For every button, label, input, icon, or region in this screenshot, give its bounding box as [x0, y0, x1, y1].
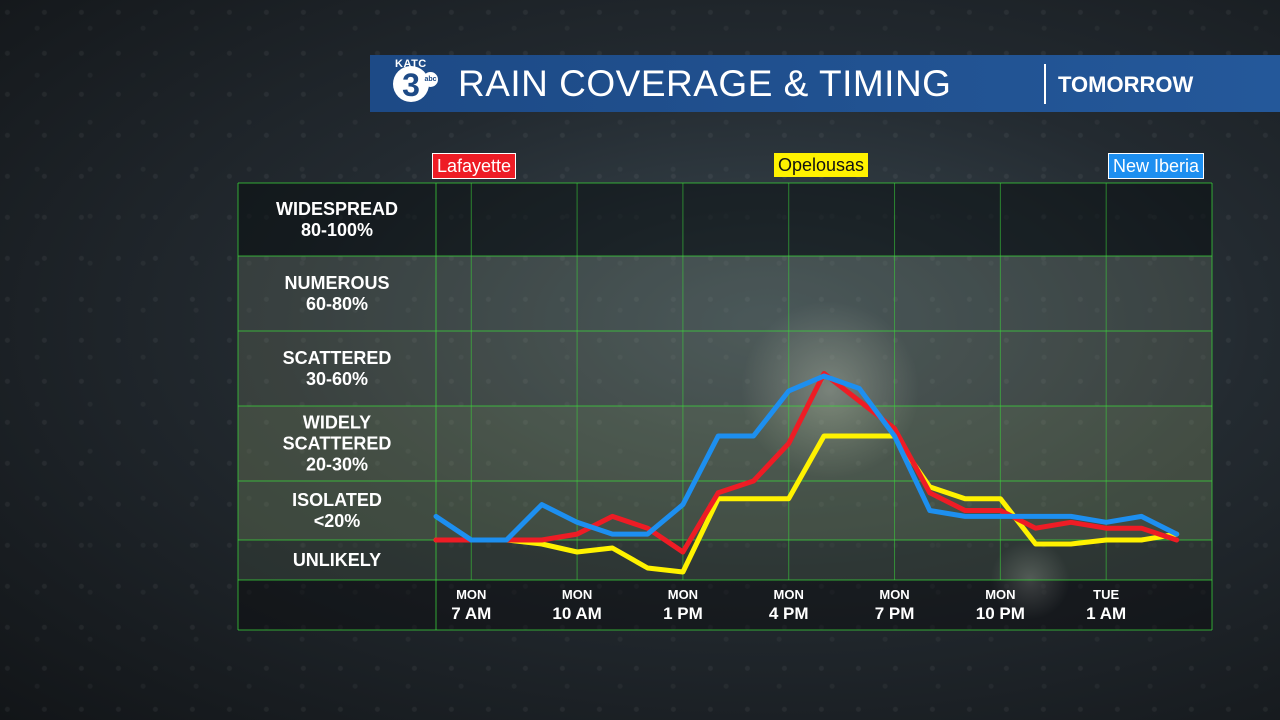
x-tick-day: MON — [668, 587, 698, 602]
series-line-opelousas — [433, 433, 1180, 575]
series-line-lafayette — [433, 371, 1180, 555]
x-tick-time: 10 PM — [976, 604, 1025, 623]
title-banner — [370, 55, 1280, 112]
y-category-label: <20% — [314, 511, 361, 531]
y-category-label: WIDELY — [303, 413, 371, 433]
y-category-label: UNLIKELY — [293, 550, 381, 570]
x-axis-band — [238, 580, 1212, 630]
logo-number: 3 — [393, 66, 429, 103]
category-band — [238, 540, 1212, 580]
y-category-label: SCATTERED — [283, 348, 392, 368]
y-category-label: 60-80% — [306, 294, 368, 314]
x-tick-time: 1 PM — [663, 604, 703, 623]
legend-lafayette: Lafayette — [432, 153, 517, 179]
x-tick-day: TUE — [1093, 587, 1119, 602]
x-tick-time: 10 AM — [552, 604, 601, 623]
y-category-label: WIDESPREAD — [276, 199, 398, 219]
y-category-label: 20-30% — [306, 455, 368, 475]
x-tick-day: MON — [562, 587, 592, 602]
x-tick-day: MON — [879, 587, 909, 602]
x-tick-time: 4 PM — [769, 604, 809, 623]
x-tick-time: 7 PM — [875, 604, 915, 623]
station-logo: KATC 3 abc — [393, 58, 443, 108]
category-band — [238, 183, 1212, 256]
title-divider — [1044, 64, 1046, 104]
y-category-label: SCATTERED — [283, 434, 392, 454]
x-tick-day: MON — [774, 587, 804, 602]
page-title: RAIN COVERAGE & TIMING — [458, 63, 952, 104]
category-band — [238, 406, 1212, 481]
x-tick-day: MON — [985, 587, 1015, 602]
category-band — [238, 256, 1212, 331]
category-band — [238, 331, 1212, 406]
x-tick-time: 1 AM — [1086, 604, 1126, 623]
series-line-new-iberia — [433, 373, 1180, 543]
y-category-label: 30-60% — [306, 369, 368, 389]
x-tick-time: 7 AM — [451, 604, 491, 623]
legend-opelousas: Opelousas — [774, 153, 869, 177]
y-category-label: ISOLATED — [292, 490, 382, 510]
legend-new-iberia: New Iberia — [1108, 153, 1205, 179]
logo-network: abc — [423, 72, 438, 87]
x-tick-day: MON — [456, 587, 486, 602]
page-subtitle: TOMORROW — [1058, 72, 1194, 97]
y-category-label: NUMEROUS — [284, 273, 389, 293]
y-category-label: 80-100% — [301, 220, 373, 240]
